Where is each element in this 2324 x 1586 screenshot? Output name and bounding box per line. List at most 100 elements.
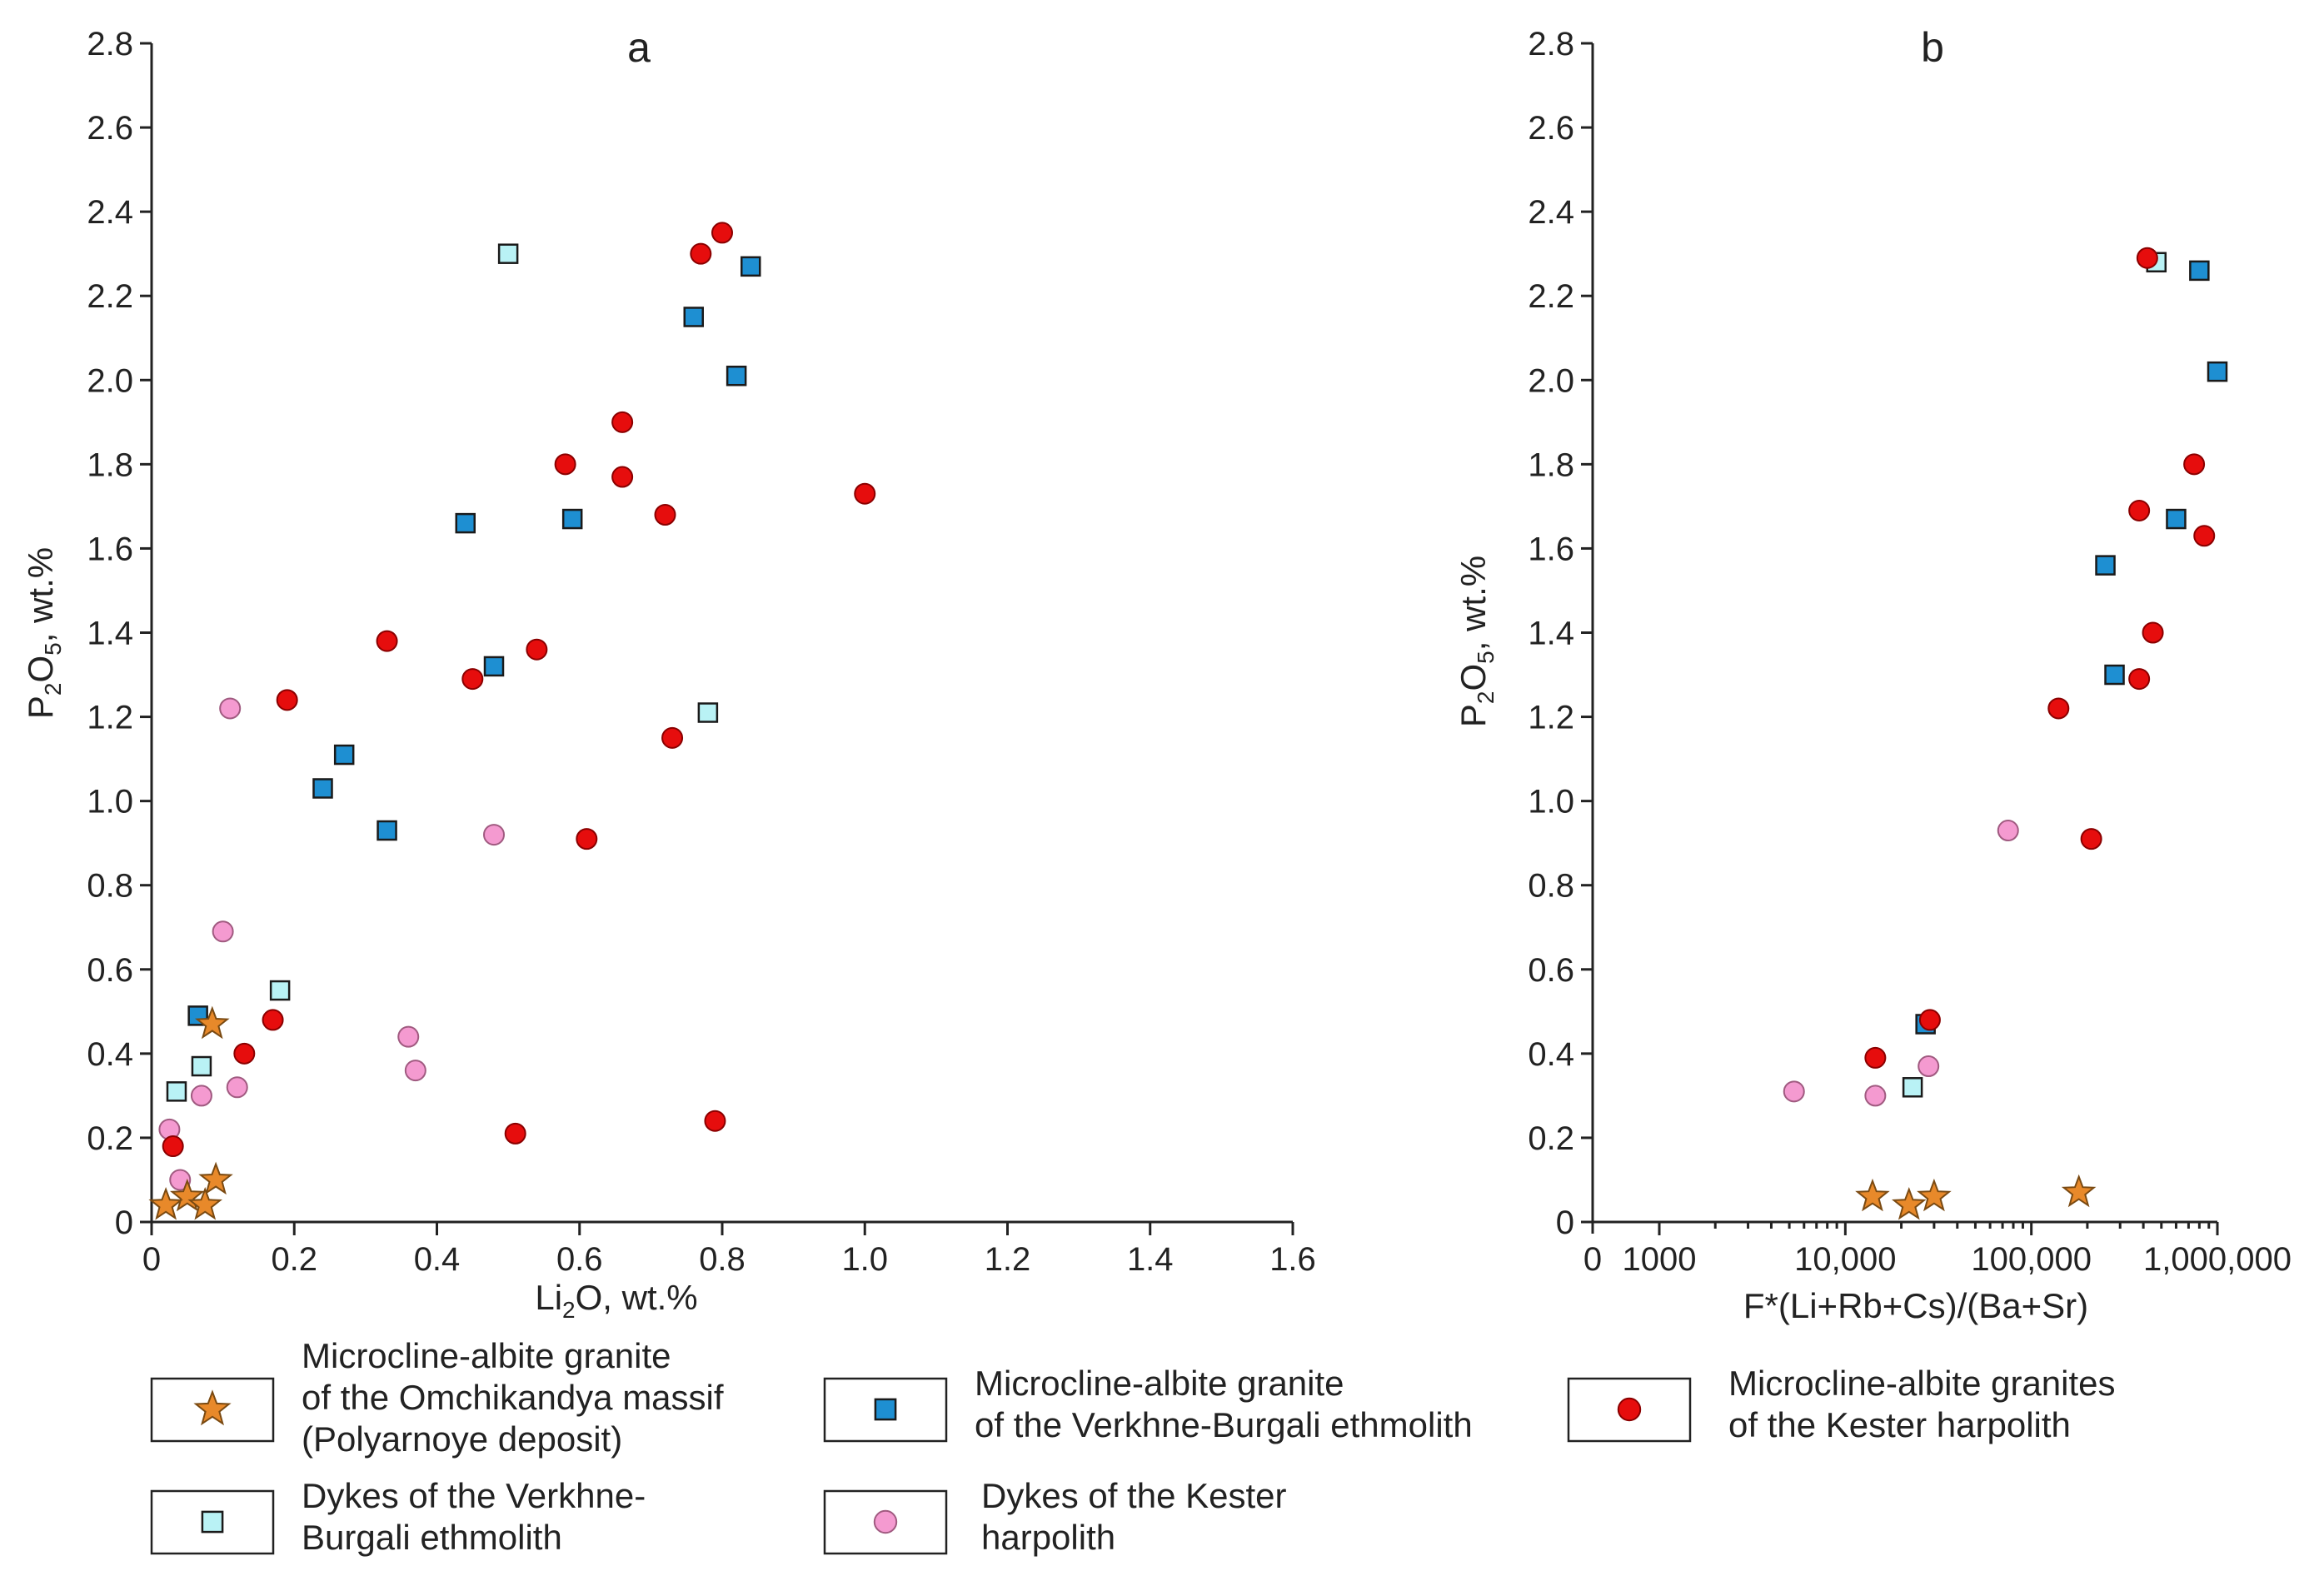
legend-label-kester-dykes: harpolith bbox=[981, 1518, 1115, 1557]
panel-b-y-tick-label: 0.6 bbox=[1528, 952, 1574, 989]
panel-a-x-ticks: 0 0.2 0.4 0.6 0.8 1.0 1.2 1.4 1.6 bbox=[142, 1222, 1316, 1278]
legend-marker-verkhne-dykes bbox=[201, 1510, 224, 1534]
panel-a-point-verkhne-granite bbox=[741, 256, 761, 277]
panel-b-y-ticks: 0 0.2 0.4 0.6 0.8 1.0 1.2 1.4 1.6 1.8 2.0 2.2 2.4 2.6… bbox=[1528, 26, 1593, 1241]
panel-a-y-tick-label: 0.4 bbox=[87, 1036, 133, 1073]
panel-b-x-tick-label: 10,000 bbox=[1794, 1241, 1896, 1278]
panel-b-point-kester-dykes bbox=[1918, 1055, 1940, 1078]
legend-marker-kester-granite bbox=[1617, 1397, 1642, 1422]
panel-b-y-label-o: O bbox=[1454, 664, 1493, 691]
panel-b-point-verkhne-granite bbox=[2104, 664, 2125, 686]
panel-b-y-tick-label: 0.8 bbox=[1528, 868, 1574, 905]
panel-a-y-tick-label: 1.2 bbox=[87, 700, 133, 736]
panel-b-point-kester-dykes bbox=[1783, 1080, 1805, 1103]
panel-b-y-label-sub2: 5 bbox=[1473, 651, 1499, 664]
panel-a-point-verkhne-granite bbox=[683, 307, 704, 327]
panel-a-point-kester-granite bbox=[654, 504, 676, 526]
panel-b-x-tick-label: 1,000,000 bbox=[2143, 1241, 2292, 1278]
panel-a-point-verkhne-dykes bbox=[166, 1081, 187, 1102]
panel-a-y-tick-label: 0.8 bbox=[87, 868, 133, 905]
panel-a-x-label-rest: O, wt.% bbox=[576, 1278, 698, 1317]
panel-a-point-kester-granite bbox=[504, 1122, 526, 1145]
panel-b-y-label-sub1: 2 bbox=[1473, 691, 1499, 705]
panel-b-point-kester-granite bbox=[1864, 1046, 1887, 1069]
legend-label-omchikandya: of the Omchikandya massif bbox=[302, 1378, 724, 1417]
panel-a-y-tick-label: 2.6 bbox=[87, 110, 133, 147]
panel-a-point-kester-granite bbox=[711, 222, 733, 244]
panel-a-y-label: P2O5, wt.% bbox=[21, 547, 66, 719]
panel-b-y-tick-label: 1.0 bbox=[1528, 784, 1574, 820]
panel-b-y-tick-label: 1.4 bbox=[1528, 616, 1574, 652]
panel-b-y-tick-label: 2.2 bbox=[1528, 278, 1574, 315]
panel-a-y-tick-label: 1.8 bbox=[87, 446, 133, 483]
panel-b-point-kester-granite bbox=[2047, 697, 2070, 720]
panel-a-point-kester-granite bbox=[854, 482, 876, 505]
panel-a-point-kester-granite bbox=[554, 453, 576, 476]
panel-a-x-tick-label: 0 bbox=[142, 1241, 161, 1278]
panel-a-point-kester-dykes bbox=[397, 1025, 420, 1048]
panel-a-point-kester-dykes bbox=[226, 1076, 248, 1099]
panel-b-point-kester-dykes bbox=[1997, 820, 2019, 842]
panel-a-point-kester-granite bbox=[461, 668, 484, 691]
panel-b-point-kester-granite bbox=[2193, 525, 2216, 547]
legend-label-verkhne-granite: Microcline-albite granite bbox=[975, 1364, 1344, 1403]
panel-a-x-tick-label: 1.2 bbox=[985, 1241, 1031, 1278]
panel-a-point-kester-granite bbox=[162, 1135, 184, 1158]
panel-a-point-verkhne-dykes bbox=[269, 980, 291, 1001]
panel-a-point-kester-dykes bbox=[483, 824, 505, 846]
panel-b-point-kester-granite bbox=[1918, 1009, 1941, 1031]
panel-b-point-verkhne-granite bbox=[2166, 508, 2187, 530]
panel-a-point-kester-dykes bbox=[219, 697, 242, 720]
panel-b-point-kester-granite bbox=[2080, 828, 2102, 850]
panel-b-point-kester-dykes bbox=[1864, 1085, 1887, 1107]
panel-a-point-kester-granite bbox=[526, 638, 548, 661]
panel-a-point-verkhne-granite bbox=[333, 744, 355, 766]
panel-b: b 0 0.2 0.4 0.6 0.8 1.0 1.2 1.4 1.6 1.8 2.0 2.2 2.4 2… bbox=[1454, 24, 2292, 1325]
legend-marker-omchikandya bbox=[193, 1389, 232, 1426]
panel-a-point-verkhne-granite bbox=[455, 512, 476, 534]
legend-label-omchikandya: Microcline-albite granite bbox=[302, 1336, 671, 1375]
panel-a-x-label-main: Li bbox=[535, 1278, 562, 1317]
panel-b-y-tick-label: 2.4 bbox=[1528, 194, 1574, 231]
panel-b-y-label: P2O5, wt.% bbox=[1454, 556, 1499, 727]
legend-label-kester-dykes: Dykes of the Kester bbox=[981, 1476, 1287, 1515]
panel-a-point-kester-granite bbox=[690, 242, 712, 265]
panel-a-y-label-o: O bbox=[21, 656, 60, 683]
panel-b-point-verkhne-granite bbox=[2095, 555, 2116, 576]
panel-b-y-tick-label: 2.6 bbox=[1528, 110, 1574, 147]
panel-b-y-tick-label: 2.0 bbox=[1528, 362, 1574, 399]
panel-a-point-verkhne-granite bbox=[377, 820, 397, 841]
legend-marker-kester-dykes bbox=[873, 1509, 898, 1534]
panel-a-y-tick-label: 2.2 bbox=[87, 278, 133, 315]
panel-b-x-tick-label: 1000 bbox=[1623, 1241, 1697, 1278]
panel-b-y-tick-label: 0.4 bbox=[1528, 1036, 1574, 1073]
panel-a-y-tick-label: 1.6 bbox=[87, 531, 133, 567]
panel-a-point-kester-granite bbox=[611, 411, 634, 433]
panel-a: a 0 0.2 0.4 0.6 0.8 1.0 1.2 1.4 1.6 1.8 2.0 2.2 2.4 2… bbox=[21, 24, 1316, 1323]
panel-a-point-kester-granite bbox=[376, 630, 398, 652]
panel-b-y-tick-label: 0 bbox=[1556, 1204, 1574, 1241]
panel-a-x-label: Li2O, wt.% bbox=[535, 1278, 697, 1323]
panel-a-point-omchikandya bbox=[198, 1161, 233, 1195]
panel-b-point-kester-granite bbox=[2183, 453, 2206, 476]
panel-b-x-ticks: 0 1000 10,000 100,000 1,000,000 bbox=[1583, 1222, 2292, 1278]
panel-b-y-tick-label: 2.8 bbox=[1528, 26, 1574, 62]
panel-b-y-label-p: P bbox=[1454, 704, 1493, 727]
legend-label-verkhne-granite: of the Verkhne-Burgali ethmolith bbox=[975, 1405, 1473, 1444]
legend-label-kester-granite: Microcline-albite granites bbox=[1728, 1364, 2116, 1403]
panel-a-x-tick-label: 0.8 bbox=[699, 1241, 746, 1278]
panel-b-title: b bbox=[1921, 24, 1944, 71]
panel-a-point-kester-granite bbox=[262, 1009, 284, 1031]
panel-a-y-tick-label: 1.0 bbox=[87, 784, 133, 820]
panel-a-y-tick-label: 0.2 bbox=[87, 1120, 133, 1157]
panel-a-point-omchikandya bbox=[148, 1186, 183, 1220]
panel-a-point-kester-granite bbox=[661, 726, 684, 749]
panel-b-point-omchikandya bbox=[2061, 1174, 2097, 1208]
panel-b-x-label: F*(Li+Rb+Cs)/(Ba+Sr) bbox=[1743, 1286, 2088, 1325]
panel-a-point-verkhne-granite bbox=[312, 778, 333, 799]
panel-a-point-verkhne-granite bbox=[726, 365, 747, 387]
panel-a-point-kester-granite bbox=[611, 466, 634, 488]
panel-b-point-kester-granite bbox=[2128, 499, 2151, 521]
panel-b-y-tick-label: 0.2 bbox=[1528, 1120, 1574, 1157]
panel-b-x-tick-label: 100,000 bbox=[1971, 1241, 2092, 1278]
